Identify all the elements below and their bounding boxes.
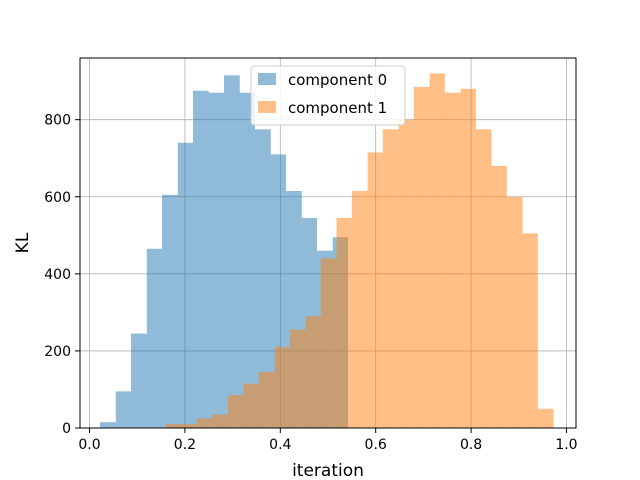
histogram-bar: [181, 424, 197, 428]
histogram-bars: [100, 73, 554, 429]
histogram-bar: [224, 75, 240, 428]
histogram-bar: [165, 424, 182, 428]
x-tick-label: 0.0: [78, 437, 100, 453]
histogram-bar: [177, 142, 194, 428]
histogram-bar: [320, 258, 337, 428]
histogram-bar: [258, 372, 275, 428]
histogram-bar: [413, 86, 430, 428]
y-tick-label: 800: [44, 113, 71, 129]
series-1-bars: [165, 73, 554, 429]
x-tick-label: 1.0: [555, 437, 577, 453]
x-axis-ticks: 0.0 0.2 0.4 0.6 0.8 1.0: [78, 428, 578, 453]
x-tick-label: 0.4: [269, 437, 291, 453]
legend-swatch-component-1: [258, 101, 276, 113]
histogram-bar: [475, 129, 492, 429]
y-axis-label: KL: [13, 232, 33, 253]
histogram-bar: [305, 316, 321, 428]
histogram-bar: [212, 414, 228, 428]
histogram-bar: [131, 333, 147, 428]
histogram-bar: [227, 395, 244, 428]
legend-label-component-0: component 0: [288, 71, 387, 89]
histogram-bar: [146, 248, 163, 428]
histogram-bar: [255, 129, 271, 429]
histogram-bar: [522, 233, 538, 428]
histogram-bar: [208, 92, 225, 428]
histogram-bar: [506, 196, 523, 428]
histogram-bar: [193, 90, 209, 429]
histogram-bar: [351, 190, 368, 428]
y-axis-ticks: 0 200 400 600 800: [44, 113, 80, 437]
legend-swatch-component-0: [258, 73, 276, 85]
histogram-bar: [537, 408, 554, 428]
legend-box: [250, 65, 406, 126]
legend: component 0 component 1: [250, 65, 406, 126]
histogram-bar: [398, 119, 414, 429]
histogram-bar: [444, 92, 461, 428]
histogram-bar: [100, 422, 116, 428]
histogram-bar: [491, 165, 507, 428]
y-tick-label: 600: [44, 190, 71, 206]
histogram-bar: [367, 152, 383, 429]
histogram-bar: [274, 347, 290, 428]
x-tick-label: 0.8: [460, 437, 482, 453]
y-tick-label: 400: [44, 267, 71, 283]
histogram-bar: [243, 383, 259, 428]
histogram-bar: [429, 73, 445, 429]
plot-frame: [79, 57, 577, 429]
histogram-bar: [382, 129, 399, 429]
x-tick-label: 0.6: [365, 437, 387, 453]
y-tick-label: 0: [62, 421, 71, 437]
histogram-bar: [196, 418, 213, 428]
histogram-bar: [162, 194, 178, 428]
histogram-bar: [460, 88, 476, 428]
x-tick-label: 0.2: [174, 437, 196, 453]
y-tick-label: 200: [44, 344, 71, 360]
histogram-bar: [289, 329, 306, 428]
histogram-bar: [115, 391, 132, 428]
legend-label-component-1: component 1: [288, 99, 387, 117]
histogram-bar: [336, 217, 352, 428]
x-axis-label: iteration: [292, 461, 364, 480]
histogram-bar: [239, 92, 256, 428]
